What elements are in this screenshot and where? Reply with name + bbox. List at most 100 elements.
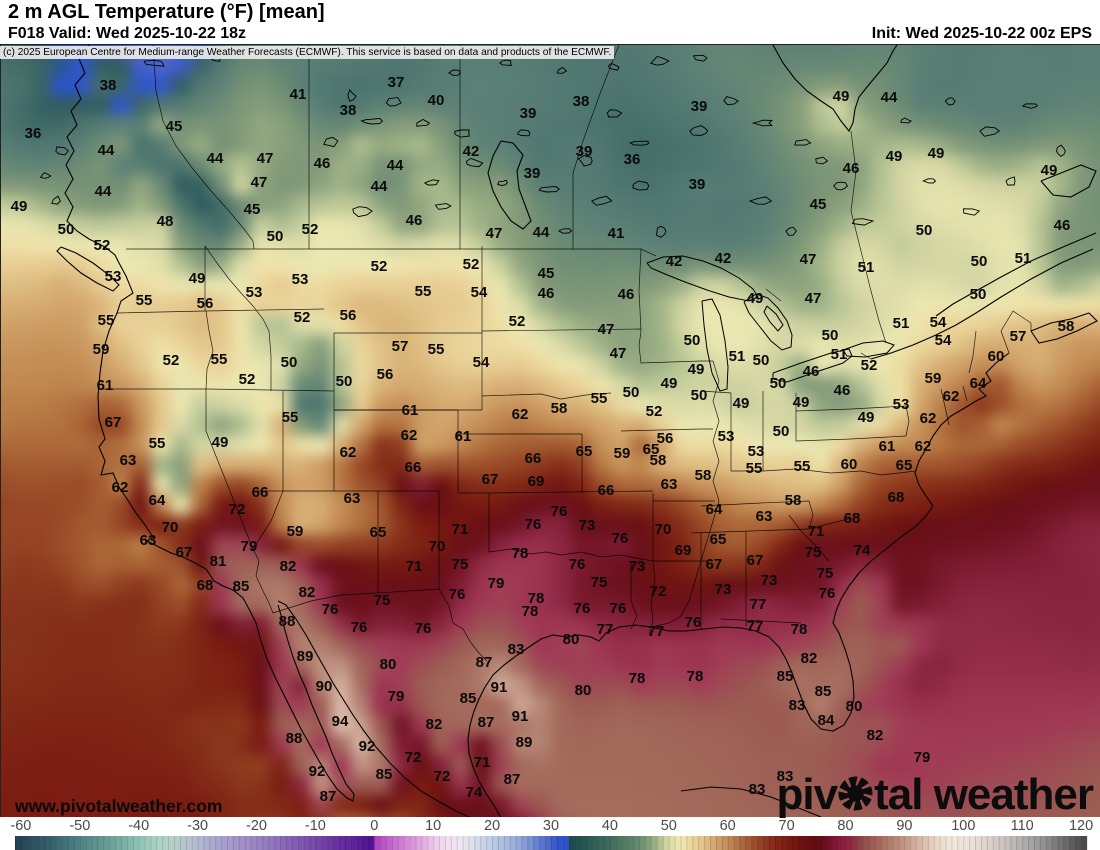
svg-text:38: 38 [340, 102, 357, 119]
svg-text:44: 44 [95, 183, 112, 200]
svg-text:59: 59 [93, 341, 110, 358]
svg-text:58: 58 [1058, 318, 1075, 335]
svg-text:76: 76 [449, 586, 466, 603]
svg-text:76: 76 [685, 614, 702, 631]
svg-text:42: 42 [463, 143, 480, 160]
svg-text:75: 75 [591, 574, 608, 591]
svg-text:76: 76 [819, 585, 836, 602]
svg-text:83: 83 [789, 697, 806, 714]
svg-text:50: 50 [753, 352, 770, 369]
svg-text:89: 89 [516, 734, 533, 751]
svg-text:50: 50 [822, 327, 839, 344]
svg-text:77: 77 [648, 623, 665, 640]
svg-text:47: 47 [805, 290, 822, 307]
svg-text:56: 56 [657, 430, 674, 447]
svg-text:76: 76 [574, 600, 591, 617]
svg-text:49: 49 [11, 198, 28, 215]
svg-text:50: 50 [971, 253, 988, 270]
svg-text:45: 45 [538, 265, 555, 282]
svg-text:76: 76 [569, 556, 586, 573]
svg-text:85: 85 [233, 578, 250, 595]
svg-text:72: 72 [405, 749, 422, 766]
svg-text:63: 63 [661, 476, 678, 493]
svg-text:60: 60 [841, 456, 858, 473]
svg-text:84: 84 [818, 712, 835, 729]
svg-text:62: 62 [915, 438, 932, 455]
svg-text:68: 68 [197, 577, 214, 594]
svg-text:50: 50 [691, 387, 708, 404]
svg-text:61: 61 [97, 377, 114, 394]
svg-text:65: 65 [896, 457, 913, 474]
svg-text:64: 64 [706, 501, 723, 518]
svg-text:88: 88 [279, 613, 296, 630]
svg-text:50: 50 [773, 423, 790, 440]
svg-text:75: 75 [805, 544, 822, 561]
svg-text:64: 64 [970, 375, 987, 392]
svg-text:62: 62 [512, 406, 529, 423]
svg-text:36: 36 [25, 125, 42, 142]
svg-text:51: 51 [1015, 250, 1032, 267]
svg-text:45: 45 [166, 118, 183, 135]
svg-text:83: 83 [777, 768, 794, 785]
svg-text:54: 54 [935, 332, 952, 349]
svg-text:78: 78 [687, 668, 704, 685]
svg-text:67: 67 [105, 414, 122, 431]
svg-text:63: 63 [756, 508, 773, 525]
svg-text:56: 56 [377, 366, 394, 383]
svg-text:49: 49 [858, 409, 875, 426]
svg-text:72: 72 [434, 768, 451, 785]
svg-text:61: 61 [879, 438, 896, 455]
svg-text:57: 57 [392, 338, 409, 355]
svg-text:77: 77 [597, 621, 614, 638]
svg-text:83: 83 [508, 641, 525, 658]
svg-text:37: 37 [388, 74, 405, 91]
svg-text:52: 52 [509, 313, 526, 330]
svg-text:53: 53 [246, 284, 263, 301]
svg-text:50: 50 [970, 286, 987, 303]
svg-text:42: 42 [666, 253, 683, 270]
svg-text:61: 61 [402, 402, 419, 419]
svg-text:55: 55 [98, 312, 115, 329]
svg-text:82: 82 [867, 727, 884, 744]
svg-text:75: 75 [817, 565, 834, 582]
svg-text:87: 87 [504, 771, 521, 788]
svg-text:47: 47 [610, 345, 627, 362]
svg-text:39: 39 [524, 165, 541, 182]
svg-text:83: 83 [749, 781, 766, 798]
svg-text:66: 66 [525, 450, 542, 467]
svg-text:85: 85 [460, 690, 477, 707]
svg-text:59: 59 [287, 523, 304, 540]
svg-text:49: 49 [688, 361, 705, 378]
svg-text:39: 39 [576, 143, 593, 160]
svg-text:70: 70 [655, 521, 672, 538]
svg-text:46: 46 [843, 160, 860, 177]
svg-text:80: 80 [846, 698, 863, 715]
svg-text:76: 76 [551, 503, 568, 520]
svg-text:89: 89 [297, 648, 314, 665]
svg-text:45: 45 [244, 201, 261, 218]
svg-text:78: 78 [791, 621, 808, 638]
svg-text:55: 55 [149, 435, 166, 452]
svg-text:76: 76 [612, 530, 629, 547]
svg-text:92: 92 [309, 763, 326, 780]
svg-text:59: 59 [925, 370, 942, 387]
svg-text:50: 50 [770, 375, 787, 392]
svg-text:79: 79 [488, 575, 505, 592]
svg-text:58: 58 [551, 400, 568, 417]
svg-text:85: 85 [815, 683, 832, 700]
svg-text:76: 76 [351, 619, 368, 636]
svg-text:92: 92 [359, 738, 376, 755]
svg-text:70: 70 [162, 519, 179, 536]
svg-text:79: 79 [914, 749, 931, 766]
svg-text:52: 52 [239, 371, 256, 388]
svg-text:41: 41 [608, 225, 625, 242]
svg-text:50: 50 [267, 228, 284, 245]
svg-text:77: 77 [750, 596, 767, 613]
svg-text:74: 74 [854, 542, 871, 559]
svg-text:65: 65 [370, 524, 387, 541]
svg-text:59: 59 [614, 445, 631, 462]
svg-text:39: 39 [691, 98, 708, 115]
svg-text:82: 82 [280, 558, 297, 575]
svg-text:55: 55 [746, 460, 763, 477]
svg-text:44: 44 [371, 178, 388, 195]
